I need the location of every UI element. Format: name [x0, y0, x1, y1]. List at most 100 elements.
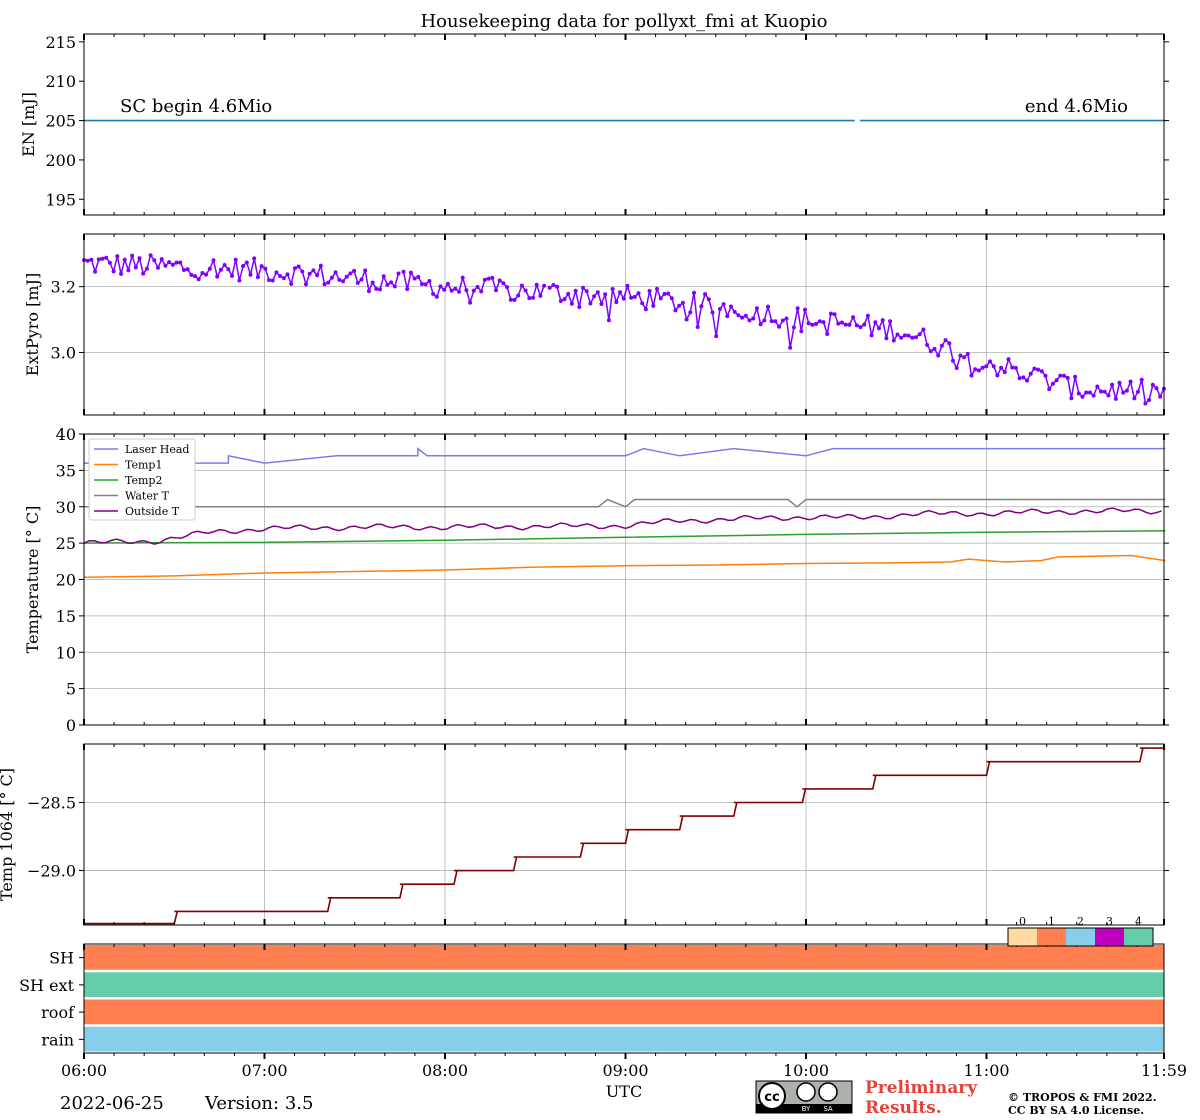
extpyro-point [865, 313, 870, 318]
extpyro-point [603, 292, 608, 297]
extpyro-point [457, 289, 461, 294]
legend-label: Outside T [125, 505, 180, 518]
colorbar-cell-3 [1095, 928, 1124, 946]
extpyro-point [464, 288, 469, 293]
extpyro-point [1010, 365, 1015, 370]
extpyro-point [954, 366, 959, 370]
axes-frame [83, 943, 1165, 1054]
extpyro-point [420, 282, 424, 286]
extpyro-point [501, 281, 506, 286]
legend-box [88, 438, 196, 521]
extpyro-point [780, 318, 785, 323]
extpyro-point [547, 285, 552, 290]
extpyro-point [270, 278, 275, 283]
extpyro-point [497, 278, 502, 283]
extpyro-point [999, 365, 1004, 370]
extpyro-point [89, 257, 94, 262]
y-tick-label: 195 [45, 190, 76, 209]
extpyro-point [538, 293, 543, 298]
x-tick-label: 07:00 [241, 1061, 287, 1080]
extpyro-point [769, 319, 774, 324]
extpyro-point [799, 329, 804, 334]
extpyro-point [758, 322, 763, 327]
temperature-line-temp1 [83, 554, 1166, 579]
y-tick-label: 200 [45, 151, 76, 170]
y-tick-label: 20 [56, 571, 76, 590]
x-axis-label: UTC [606, 1082, 642, 1101]
extpyro-point [1106, 393, 1111, 398]
extpyro-point [984, 364, 989, 369]
extpyro-point [766, 304, 770, 309]
extpyro-point [122, 257, 127, 262]
extpyro-point [888, 319, 893, 324]
colorbar-label: 1 [1048, 915, 1055, 928]
extpyro-point [508, 297, 513, 302]
annotation-shot-count-end: end 4.6Mio [1025, 96, 1128, 117]
extpyro-point [673, 308, 678, 313]
extpyro-point [1073, 374, 1078, 379]
extpyro-point [1036, 367, 1041, 372]
extpyro-point [378, 287, 382, 292]
extpyro-point [914, 335, 918, 340]
extpyro-point [643, 307, 648, 312]
status-bar-sh-ext [84, 972, 1164, 997]
extpyro-point [773, 319, 778, 324]
extpyro-point [562, 297, 567, 302]
extpyro-point [947, 341, 952, 346]
extpyro-point [233, 257, 238, 262]
extpyro-point [442, 287, 447, 292]
extpyro-point [1028, 371, 1033, 376]
colorbar-frame [1007, 927, 1154, 947]
extpyro-point [973, 367, 978, 372]
extpyro-point [531, 295, 535, 300]
extpyro-point [951, 358, 955, 363]
extpyro-point [736, 313, 741, 318]
extpyro-point [211, 258, 216, 263]
colorbar-label: 2 [1077, 915, 1084, 928]
extpyro-point [655, 286, 659, 291]
x-tick-label: 11:00 [963, 1061, 1009, 1080]
extpyro-point [438, 284, 443, 289]
extpyro-point [910, 335, 915, 340]
extpyro-point [281, 276, 286, 281]
extpyro-point [740, 315, 745, 320]
extpyro-point [747, 318, 752, 323]
extpyro-point [925, 342, 930, 347]
legend-label: Temp1 [125, 459, 162, 472]
panel-extpyro: 3.0 3.2 ExtPyro [mJ] [23, 233, 1169, 416]
extpyro-point [1158, 394, 1163, 399]
extpyro-point [163, 263, 168, 268]
extpyro-point [592, 294, 597, 299]
status-row-label: roof [41, 1003, 75, 1022]
legend-label: Water T [125, 490, 170, 503]
extpyro-point [1013, 365, 1018, 370]
extpyro-point [1095, 384, 1100, 389]
extpyro-point [449, 288, 454, 293]
extpyro-point [703, 292, 708, 297]
extpyro-point [1025, 378, 1029, 383]
extpyro-point [374, 286, 379, 291]
extpyro-point [902, 333, 907, 338]
extpyro-point [405, 287, 410, 291]
extpyro-point [677, 303, 682, 308]
y-axis-label: EN [mJ] [19, 92, 38, 157]
extpyro-point [494, 288, 498, 293]
y-tick-label: 40 [56, 425, 76, 444]
status-bar-rain [84, 1026, 1164, 1052]
extpyro-point [141, 271, 146, 276]
extpyro-point [311, 268, 316, 273]
extpyro-point [1017, 376, 1022, 381]
extpyro-point [1121, 390, 1126, 395]
extpyro-point [988, 359, 992, 364]
legend-label: Temp2 [125, 474, 162, 487]
extpyro-point [828, 311, 833, 316]
legend-label: Laser Head [125, 443, 189, 456]
extpyro-point [178, 260, 183, 265]
extpyro-point [352, 268, 357, 273]
extpyro-point [895, 332, 900, 337]
extpyro-point [159, 257, 164, 262]
extpyro-point [854, 323, 859, 328]
extpyro-point [840, 320, 844, 325]
extpyro-point [292, 266, 297, 271]
extpyro-point [636, 291, 641, 296]
